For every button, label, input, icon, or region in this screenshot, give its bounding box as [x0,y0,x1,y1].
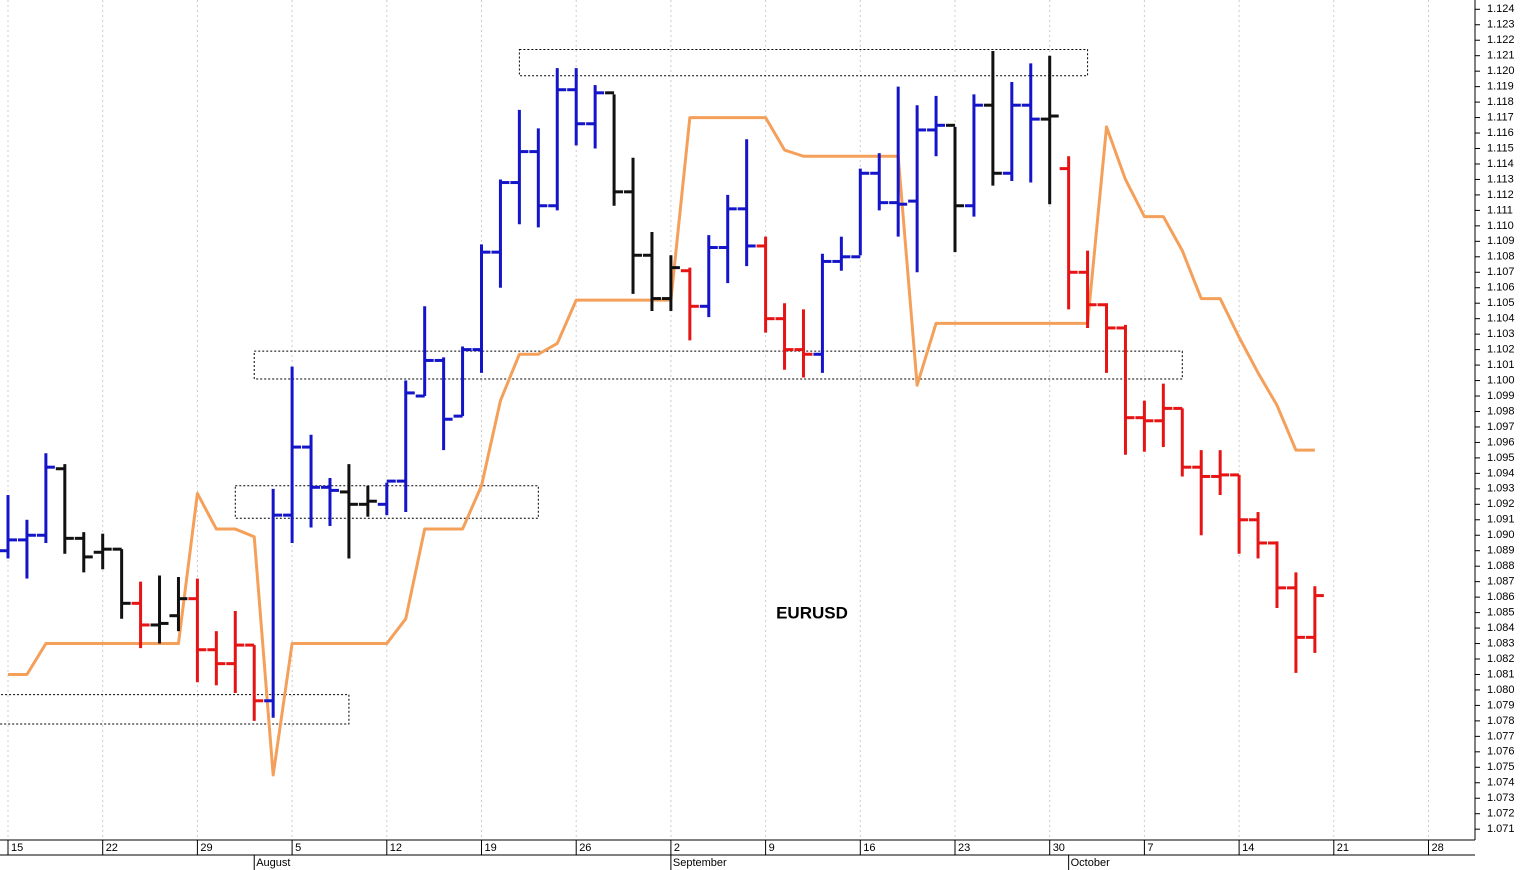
indicator-line [8,116,1315,777]
y-tick-label: 1.096 [1487,436,1515,448]
y-tick-label: 1.113 [1487,173,1514,185]
y-tick-label: 1.088 [1487,560,1515,572]
y-tick-label: 1.077 [1487,730,1515,742]
x-tick-label: 29 [200,842,212,854]
y-tick-label: 1.081 [1487,668,1515,680]
y-tick-label: 1.110 [1487,220,1514,232]
y-tick-label: 1.078 [1487,715,1515,727]
y-tick-label: 1.091 [1487,514,1515,526]
y-tick-label: 1.080 [1487,684,1515,696]
y-tick-label: 1.089 [1487,545,1515,557]
y-tick-label: 1.123 [1487,19,1515,31]
x-tick-label: 9 [769,842,775,854]
y-tick-label: 1.087 [1487,576,1515,588]
y-tick-label: 1.082 [1487,653,1515,665]
zone [518,49,1089,77]
y-tick-label: 1.072 [1487,808,1515,820]
x-tick-label: 30 [1053,842,1065,854]
x-tick-label: 23 [958,842,970,854]
y-tick-label: 1.085 [1487,607,1515,619]
y-tick-label: 1.115 [1487,142,1514,154]
y-tick-label: 1.103 [1487,328,1515,340]
y-tick-label: 1.094 [1487,467,1515,479]
x-tick-label: 7 [1147,842,1153,854]
month-label: September [673,857,727,869]
x-tick-label: 2 [674,842,680,854]
y-tick-label: 1.101 [1487,359,1515,371]
x-tick-label: 22 [106,842,118,854]
y-tick-label: 1.105 [1487,297,1515,309]
y-tick-label: 1.112 [1487,189,1514,201]
y-tick-label: 1.111 [1487,204,1513,216]
y-tick-label: 1.102 [1487,344,1515,356]
y-tick-label: 1.108 [1487,251,1515,263]
zone [253,350,1183,380]
y-tick-label: 1.104 [1487,313,1515,325]
y-tick-label: 1.124 [1487,3,1515,15]
y-tick-label: 1.083 [1487,637,1515,649]
y-tick-label: 1.107 [1487,266,1515,278]
y-tick-label: 1.071 [1487,823,1515,835]
zone [0,694,350,725]
grid [7,0,1429,840]
x-tick-label: 26 [579,842,591,854]
y-tick-label: 1.106 [1487,282,1515,294]
chart-annotation: EURUSD [776,603,848,622]
y-tick-label: 1.075 [1487,761,1515,773]
y-tick-label: 1.097 [1487,421,1515,433]
y-tick-label: 1.093 [1487,483,1515,495]
y-tick-label: 1.118 [1487,96,1514,108]
bars [0,51,1324,721]
month-label: August [256,857,290,869]
y-tick-label: 1.073 [1487,792,1515,804]
y-tick-label: 1.114 [1487,158,1514,170]
y-tick-label: 1.090 [1487,529,1515,541]
x-tick-label: 12 [390,842,402,854]
y-tick-label: 1.119 [1487,81,1514,93]
y-tick-label: 1.100 [1487,374,1515,386]
y-tick-label: 1.121 [1487,50,1515,62]
y-tick-label: 1.117 [1487,111,1514,123]
zones [0,49,1183,725]
x-tick-label: 28 [1432,842,1444,854]
y-tick-label: 1.122 [1487,34,1515,46]
y-tick-label: 1.092 [1487,498,1515,510]
x-tick-label: 14 [1242,842,1254,854]
x-tick-label: 16 [863,842,875,854]
y-tick-label: 1.086 [1487,591,1515,603]
y-tick-label: 1.120 [1487,65,1515,77]
x-tick-label: 19 [485,842,497,854]
y-tick-label: 1.084 [1487,622,1515,634]
y-tick-label: 1.076 [1487,746,1515,758]
y-tick-label: 1.116 [1487,127,1514,139]
y-tick-label: 1.095 [1487,452,1515,464]
y-tick-label: 1.074 [1487,777,1515,789]
x-tick-label: 21 [1337,842,1349,854]
indicator [8,116,1315,777]
x-tick-label: 15 [11,842,23,854]
month-label: October [1071,857,1110,869]
y-tick-label: 1.109 [1487,235,1515,247]
x-tick-label: 5 [295,842,301,854]
y-tick-label: 1.079 [1487,699,1515,711]
y-tick-label: 1.098 [1487,405,1515,417]
y-tick-label: 1.099 [1487,390,1515,402]
